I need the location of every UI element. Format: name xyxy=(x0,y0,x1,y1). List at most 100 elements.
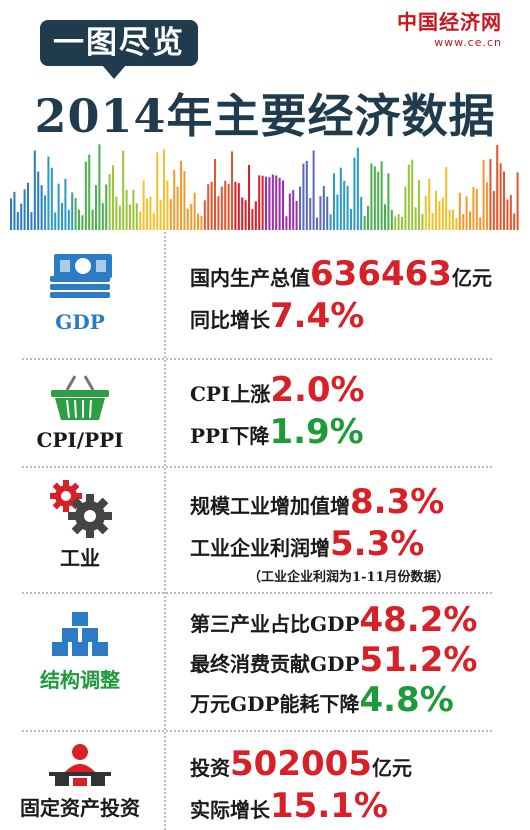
decorative-bar xyxy=(309,198,312,230)
brand-name: 中国经济网 xyxy=(397,10,502,34)
decorative-bar xyxy=(27,182,30,230)
investment-growth-value: 15.1% xyxy=(270,786,388,826)
decorative-bar xyxy=(258,175,261,230)
decorative-bar xyxy=(207,184,210,230)
decorative-bar xyxy=(469,211,472,230)
decorative-bar xyxy=(496,144,499,230)
money-stack-icon xyxy=(50,254,112,298)
consumption-share-value: 51.2% xyxy=(359,640,478,680)
gdp-growth-label: 同比增长 xyxy=(190,308,270,332)
decorative-bar xyxy=(152,212,155,230)
decorative-bar xyxy=(135,203,138,230)
decorative-bar xyxy=(367,205,370,230)
decorative-bar xyxy=(435,190,438,230)
industry-line-2: 工业企业利润增5.3% xyxy=(190,524,424,564)
decorative-bar xyxy=(10,198,13,230)
decorative-bar xyxy=(499,163,502,230)
industry-line-1: 规模工业增加值增8.3% xyxy=(190,482,444,522)
decorative-bar xyxy=(401,216,404,230)
decorative-bar xyxy=(482,159,485,230)
decorative-bar xyxy=(414,207,417,230)
decorative-bar xyxy=(421,213,424,230)
decorative-bar xyxy=(50,167,53,230)
decorative-bar xyxy=(448,209,451,230)
decorative-bar xyxy=(125,189,128,230)
decorative-bar xyxy=(282,180,285,230)
decorative-bar xyxy=(54,212,57,230)
decorative-bar xyxy=(513,213,516,230)
industry-label: 工业 xyxy=(60,546,100,570)
decorative-bar xyxy=(479,217,482,230)
decorative-bar xyxy=(360,196,363,230)
decorative-bar xyxy=(489,158,492,230)
decorative-bar xyxy=(166,180,169,230)
ppi-label-text: PPI下降 xyxy=(190,424,270,448)
decorative-bar xyxy=(61,202,64,230)
decorative-bar xyxy=(210,181,213,230)
decorative-bar xyxy=(302,163,305,230)
decorative-bar xyxy=(20,203,23,230)
decorative-bar xyxy=(387,173,390,230)
decorative-bar xyxy=(115,196,118,230)
decorative-bar xyxy=(465,196,468,230)
decorative-bar xyxy=(326,196,329,230)
decorative-bar xyxy=(37,171,40,230)
ppi-value: 1.9% xyxy=(269,412,364,452)
decorative-bar xyxy=(339,167,342,230)
decorative-bar xyxy=(441,197,444,230)
decorative-bar xyxy=(217,196,220,230)
decorative-bar xyxy=(173,170,176,230)
decorative-bar xyxy=(305,160,308,230)
decorative-bar xyxy=(275,175,278,230)
decorative-bar xyxy=(101,203,104,230)
decorative-bar xyxy=(445,167,448,230)
decorative-bar xyxy=(288,193,291,230)
decorative-bar xyxy=(112,165,115,230)
decorative-bar xyxy=(462,213,465,230)
cpi-line-1: CPI上涨2.0% xyxy=(190,370,365,410)
decorative-bar xyxy=(214,159,217,230)
decorative-bar xyxy=(312,150,315,230)
cpi-label-text: CPI上涨 xyxy=(190,382,271,406)
decorative-bar xyxy=(322,186,325,230)
decorative-bar xyxy=(193,192,196,230)
decorative-bar xyxy=(333,173,336,230)
decorative-bar xyxy=(346,185,349,230)
industry-footnote: （工业企业利润为1-11月份数据） xyxy=(248,570,450,585)
header: 中国经济网 www.ce.cn 一图尽览 2014年主要经济数据 xyxy=(0,0,530,232)
decorative-bar xyxy=(91,209,94,230)
decorative-bar xyxy=(186,208,189,230)
decorative-bar xyxy=(108,174,111,230)
tertiary-share-label: 第三产业占比GDP xyxy=(190,612,360,636)
decorative-bar xyxy=(142,180,145,230)
decorative-bar xyxy=(285,216,288,230)
decorative-bar xyxy=(452,209,455,230)
decorative-bar xyxy=(47,156,50,230)
decorative-bar xyxy=(159,200,162,230)
gears-icon xyxy=(50,480,112,538)
cpi-icon-box xyxy=(0,372,160,428)
decorative-bar xyxy=(492,191,495,230)
decorative-bar xyxy=(183,171,186,230)
decorative-bar xyxy=(44,195,47,230)
decorative-bar xyxy=(509,195,512,230)
decorative-bar xyxy=(516,172,519,230)
decorative-bar xyxy=(13,191,16,230)
section-divider xyxy=(22,730,492,732)
decorative-bar xyxy=(197,213,200,230)
decorative-bar xyxy=(132,190,135,230)
gdp-line-2: 同比增长7.4% xyxy=(190,296,364,336)
decorative-bar xyxy=(190,204,193,230)
gdp-icon-box xyxy=(0,250,160,306)
decorative-bar xyxy=(203,200,206,230)
cpi-label: CPI/PPI xyxy=(36,428,124,452)
decorative-bars xyxy=(10,144,519,230)
decorative-bar xyxy=(384,204,387,230)
decorative-bar xyxy=(265,176,268,230)
decorative-bar xyxy=(380,161,383,230)
decorative-bar xyxy=(57,183,60,230)
decorative-bar xyxy=(404,186,407,230)
decorative-bar xyxy=(390,210,393,230)
decorative-bar xyxy=(67,209,70,230)
investment-total-value: 502005 xyxy=(230,744,372,784)
